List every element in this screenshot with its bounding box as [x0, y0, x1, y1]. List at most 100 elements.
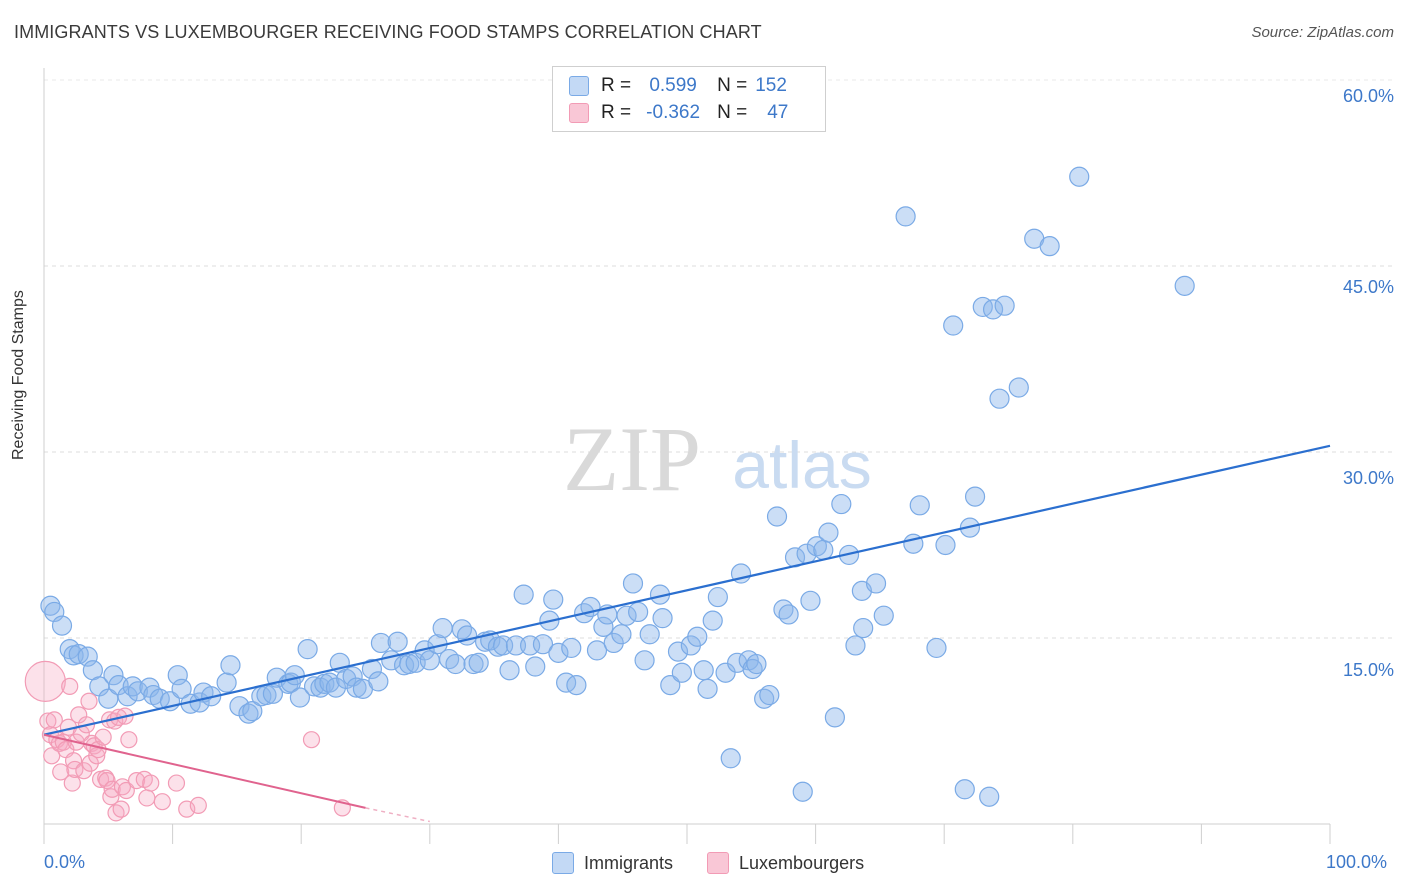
immigrants-point — [954, 779, 975, 800]
immigrants-point — [831, 493, 852, 515]
immigrants-point — [361, 658, 383, 680]
immigrants-point — [399, 653, 420, 675]
legend-swatch-blue — [569, 76, 589, 96]
immigrants-point — [51, 615, 73, 636]
immigrants-point — [127, 681, 148, 702]
legend-r-value: 0.599 — [649, 75, 697, 96]
immigrants-point — [346, 677, 367, 698]
immigrants-point — [806, 536, 827, 557]
immigrants-point — [616, 605, 637, 626]
immigrants-point — [800, 590, 821, 611]
legend-label-immigrants: Immigrants — [584, 852, 674, 873]
immigrants-point — [220, 655, 241, 676]
luxembourgers-point — [43, 747, 61, 765]
immigrants-point — [964, 486, 986, 507]
immigrants-point — [707, 586, 728, 608]
immigrants-point — [943, 315, 964, 336]
bottom-legend-immigrants: Immigrants — [552, 852, 673, 874]
immigrants-point — [611, 624, 632, 645]
immigrants-point — [935, 534, 956, 556]
immigrants-point — [759, 684, 780, 706]
luxembourgers-trend-line — [43, 733, 366, 809]
immigrants-point — [1039, 236, 1060, 257]
immigrants-point — [289, 687, 311, 708]
legend-r-label: R = — [601, 75, 632, 96]
immigrants-point — [238, 703, 259, 724]
immigrants-point — [586, 640, 608, 661]
immigrants-point — [792, 781, 813, 802]
luxembourgers-point — [61, 677, 79, 695]
luxembourgers-point — [103, 780, 121, 798]
immigrants-point — [982, 299, 1004, 320]
luxembourgers-point — [98, 771, 116, 790]
luxembourgers-point — [302, 731, 321, 749]
immigrants-point — [117, 686, 138, 707]
trend-lines — [43, 444, 1331, 823]
immigrants-point — [845, 635, 866, 656]
legend: R = 0.599 N = 152 R = -0.362 N = 47 — [552, 66, 826, 132]
luxembourgers-point — [24, 660, 66, 703]
immigrants-point — [660, 675, 681, 696]
immigrants-point — [895, 206, 916, 227]
legend-swatch-pink — [569, 103, 589, 123]
legend-row-luxembourgers: R = -0.362 N = 47 — [569, 101, 788, 125]
immigrants-point — [873, 605, 894, 626]
immigrants-point — [525, 656, 546, 677]
watermark: ZIP atlas — [563, 408, 872, 510]
gridlines — [44, 79, 1392, 639]
immigrants-point — [77, 646, 98, 667]
luxembourgers-point — [63, 774, 81, 792]
luxembourgers-trend-extension — [365, 807, 430, 823]
immigrants-point — [634, 650, 655, 671]
immigrants-point — [1008, 377, 1029, 398]
y-tick-label: 45.0% — [1342, 277, 1394, 297]
immigrants-point — [715, 662, 736, 683]
immigrants-point — [979, 786, 1000, 807]
immigrants-point — [543, 589, 564, 610]
legend-n-value: 47 — [767, 102, 789, 123]
immigrants-point — [824, 707, 845, 728]
immigrants-point — [284, 665, 305, 686]
legend-row-immigrants: R = 0.599 N = 152 — [569, 74, 787, 98]
luxembourgers-point — [117, 781, 135, 800]
immigrants-point — [813, 539, 834, 561]
immigrants-point — [693, 660, 714, 681]
luxembourgers-point — [189, 796, 207, 815]
immigrants-point — [702, 610, 723, 631]
luxembourgers-point — [66, 760, 84, 779]
data-points — [24, 166, 1195, 822]
y-tick-label: 15.0% — [1342, 660, 1394, 680]
immigrants-point — [216, 672, 237, 693]
immigrants-point — [667, 641, 689, 662]
luxembourgers-point — [64, 752, 83, 770]
legend-r-value: -0.362 — [646, 102, 701, 123]
luxembourgers-point — [153, 793, 171, 811]
axes — [43, 68, 1331, 844]
watermark-atlas: atlas — [732, 428, 871, 502]
watermark-zip: ZIP — [563, 408, 701, 510]
legend-label-luxembourgers: Luxembourgers — [739, 852, 865, 873]
chart-title: IMMIGRANTS VS LUXEMBOURGER RECEIVING FOO… — [14, 22, 762, 42]
luxembourgers-point — [142, 774, 160, 792]
immigrants-trend-line — [43, 444, 1331, 736]
immigrants-point — [1069, 166, 1090, 187]
immigrants-point — [432, 617, 453, 639]
luxembourgers-point — [39, 712, 57, 730]
immigrants-point — [639, 624, 660, 645]
immigrants-point — [994, 295, 1015, 316]
immigrants-point — [652, 608, 673, 629]
immigrants-point — [532, 634, 554, 655]
immigrants-point — [697, 678, 718, 699]
immigrants-point — [926, 637, 947, 659]
bottom-legend: Immigrants Luxembourgers — [552, 852, 898, 874]
immigrants-point — [445, 653, 466, 675]
x-tick-label: 100.0% — [1326, 852, 1388, 872]
immigrants-point — [687, 626, 708, 647]
immigrants-point — [387, 631, 408, 652]
immigrants-point — [778, 604, 799, 625]
luxembourgers-point — [88, 747, 106, 765]
immigrants-point — [548, 642, 569, 663]
luxembourgers-point — [52, 763, 70, 781]
immigrants-point — [909, 495, 930, 516]
immigrants-point — [593, 616, 614, 637]
